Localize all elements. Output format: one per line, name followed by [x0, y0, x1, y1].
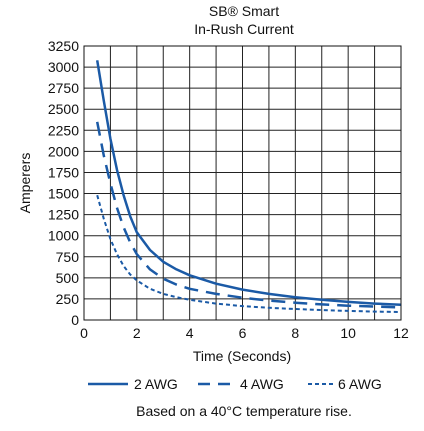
series-line-4-awg [95, 121, 402, 309]
legend-label-6-awg: 6 AWG [338, 376, 382, 392]
x-tick-label: 0 [80, 325, 88, 341]
y-tick-label: 250 [56, 291, 80, 307]
x-tick-label: 6 [239, 325, 247, 341]
y-tick-label: 750 [56, 249, 80, 265]
y-tick-label: 1000 [48, 228, 79, 244]
y-tick-label: 3000 [48, 59, 79, 75]
legend-label-4-awg: 4 AWG [240, 376, 284, 392]
plot-frame [83, 45, 402, 321]
x-axis-label: Time (Seconds) [193, 348, 291, 364]
x-tick-label: 10 [340, 325, 356, 341]
chart-subtitle: In-Rush Current [194, 21, 294, 37]
y-axis-label: Amperers [17, 153, 33, 214]
x-tick-label: 2 [133, 325, 141, 341]
grid [83, 45, 402, 321]
y-tick-label: 1750 [48, 164, 79, 180]
x-tick-label: 4 [186, 325, 194, 341]
series-line-6-awg [96, 194, 402, 313]
series-lines [95, 60, 402, 313]
y-tick-label: 500 [56, 270, 80, 286]
y-tick-labels: 0 250 500 750 1000 1250 1500 1750 2000 2250 2500 27… [48, 38, 79, 328]
y-tick-label: 2500 [48, 101, 79, 117]
chart-title: SB® Smart [209, 3, 279, 19]
y-tick-label: 1500 [48, 186, 79, 202]
y-tick-label: 0 [71, 312, 79, 328]
y-tick-label: 3250 [48, 38, 79, 54]
x-tick-labels: 0 2 4 6 8 10 12 [80, 325, 409, 341]
y-tick-label: 2250 [48, 122, 79, 138]
footnote: Based on a 40°C temperature rise. [136, 403, 352, 419]
y-tick-label: 1250 [48, 207, 79, 223]
legend-label-2-awg: 2 AWG [134, 376, 178, 392]
legend: 2 AWG 4 AWG 6 AWG [88, 376, 382, 392]
y-tick-label: 2000 [48, 143, 79, 159]
y-tick-label: 2750 [48, 80, 79, 96]
x-tick-label: 8 [291, 325, 299, 341]
x-tick-label: 12 [393, 325, 409, 341]
series-line-2-awg [95, 60, 402, 307]
